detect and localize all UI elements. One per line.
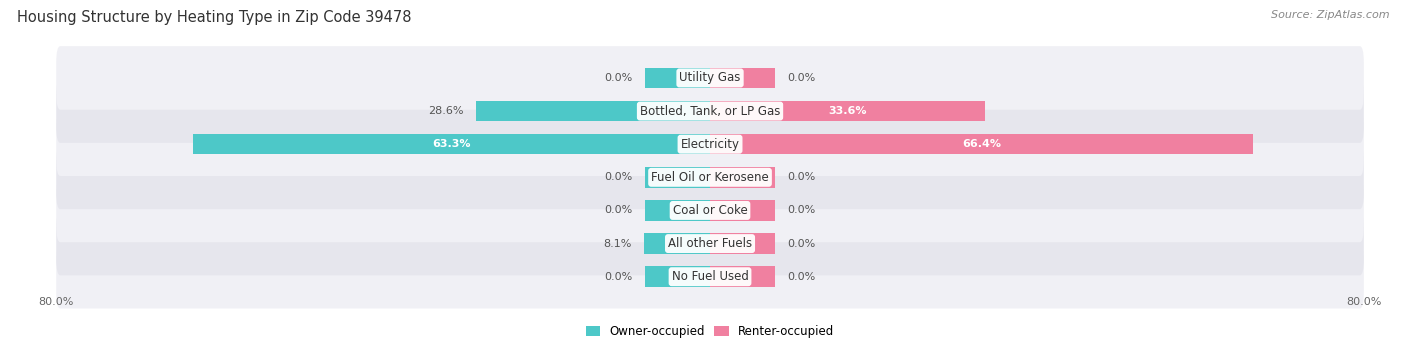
FancyBboxPatch shape — [56, 179, 1364, 242]
Bar — [644, 167, 710, 188]
Bar — [644, 200, 710, 221]
Legend: Owner-occupied, Renter-occupied: Owner-occupied, Renter-occupied — [586, 325, 834, 338]
Bar — [477, 101, 710, 121]
Text: 0.0%: 0.0% — [605, 172, 633, 182]
Text: 0.0%: 0.0% — [787, 272, 815, 282]
Text: No Fuel Used: No Fuel Used — [672, 270, 748, 283]
Bar — [710, 266, 776, 287]
FancyBboxPatch shape — [56, 146, 1364, 209]
Text: 63.3%: 63.3% — [432, 139, 471, 149]
Bar — [644, 266, 710, 287]
FancyBboxPatch shape — [56, 46, 1364, 110]
Text: 0.0%: 0.0% — [605, 205, 633, 216]
Text: Coal or Coke: Coal or Coke — [672, 204, 748, 217]
Text: 0.0%: 0.0% — [787, 239, 815, 249]
FancyBboxPatch shape — [56, 245, 1364, 309]
Text: 33.6%: 33.6% — [828, 106, 866, 116]
Text: 0.0%: 0.0% — [605, 272, 633, 282]
Bar — [644, 68, 710, 88]
Text: Bottled, Tank, or LP Gas: Bottled, Tank, or LP Gas — [640, 105, 780, 118]
Text: Source: ZipAtlas.com: Source: ZipAtlas.com — [1271, 10, 1389, 20]
Bar — [710, 233, 776, 254]
Text: 0.0%: 0.0% — [787, 205, 815, 216]
FancyBboxPatch shape — [56, 212, 1364, 276]
Text: 0.0%: 0.0% — [787, 73, 815, 83]
FancyBboxPatch shape — [56, 79, 1364, 143]
Text: 66.4%: 66.4% — [962, 139, 1001, 149]
Text: Housing Structure by Heating Type in Zip Code 39478: Housing Structure by Heating Type in Zip… — [17, 10, 412, 25]
Text: All other Fuels: All other Fuels — [668, 237, 752, 250]
Bar — [710, 200, 776, 221]
Bar — [644, 233, 710, 254]
Bar — [710, 68, 776, 88]
Text: 0.0%: 0.0% — [787, 172, 815, 182]
Bar — [710, 134, 1253, 154]
Bar — [193, 134, 710, 154]
Text: 0.0%: 0.0% — [605, 73, 633, 83]
Text: 28.6%: 28.6% — [429, 106, 464, 116]
FancyBboxPatch shape — [56, 113, 1364, 176]
Bar — [710, 167, 776, 188]
Text: Fuel Oil or Kerosene: Fuel Oil or Kerosene — [651, 171, 769, 184]
Bar — [710, 101, 984, 121]
Text: 8.1%: 8.1% — [603, 239, 631, 249]
Text: Electricity: Electricity — [681, 138, 740, 151]
Text: Utility Gas: Utility Gas — [679, 72, 741, 85]
